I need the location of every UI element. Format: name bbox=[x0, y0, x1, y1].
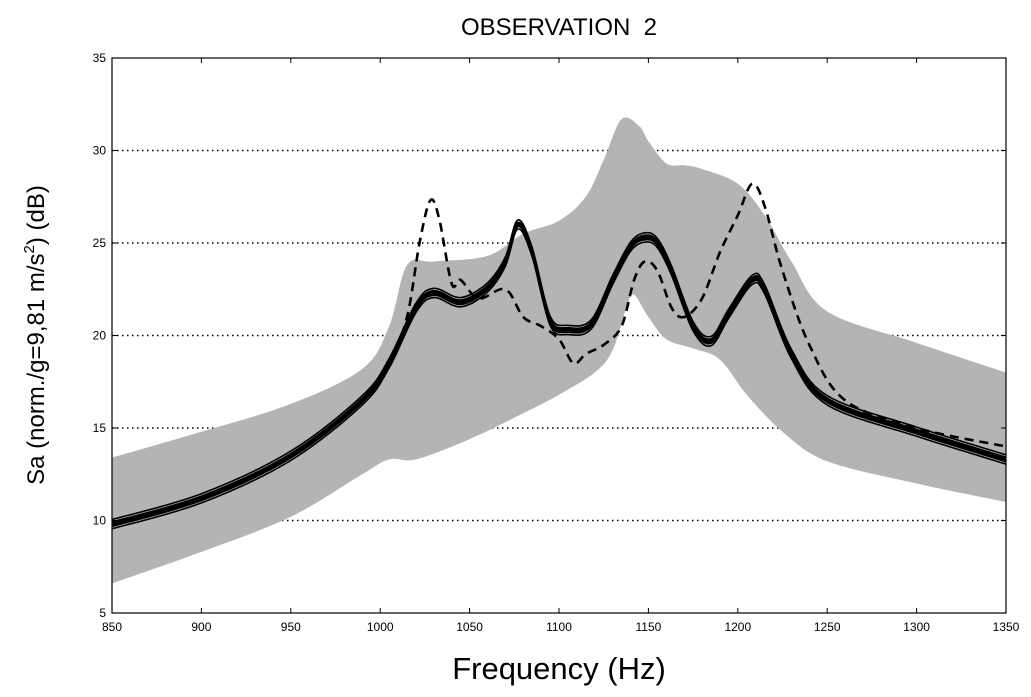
x-tick-label: 1200 bbox=[724, 620, 751, 634]
y-axis-label-prefix: Sa (norm./g=9,81 m/s bbox=[23, 253, 50, 484]
y-axis-ticks: 5 10 15 20 25 30 35 bbox=[93, 51, 1006, 620]
x-tick-label: 1100 bbox=[546, 620, 572, 634]
x-tick-label: 1050 bbox=[456, 620, 483, 634]
x-tick-label: 1300 bbox=[903, 620, 930, 634]
solid-line-bundle bbox=[112, 219, 1006, 530]
dashed-series-line bbox=[112, 182, 1006, 526]
x-tick-label: 850 bbox=[102, 620, 122, 634]
x-tick-label: 1150 bbox=[635, 620, 661, 634]
x-tick-label: 1350 bbox=[993, 620, 1020, 634]
x-tick-label: 950 bbox=[281, 620, 301, 634]
y-tick-label: 25 bbox=[93, 236, 107, 250]
x-tick-label: 1000 bbox=[367, 620, 394, 634]
y-tick-label: 10 bbox=[93, 514, 107, 528]
y-tick-label: 35 bbox=[93, 51, 107, 65]
solid-series-line bbox=[112, 222, 1006, 526]
x-axis-label: Frequency (Hz) bbox=[452, 651, 666, 686]
x-axis-ticks: 850 900 950 1000 1050 1100 1150 1200 1250 1300 135… bbox=[102, 58, 1020, 634]
range-band bbox=[112, 117, 1006, 584]
y-tick-label: 20 bbox=[93, 329, 107, 343]
x-tick-label: 900 bbox=[191, 620, 211, 634]
solid-series-line bbox=[112, 228, 1006, 530]
y-axis-label: Sa (norm./g=9,81 m/s2) (dB) bbox=[21, 185, 50, 485]
y-tick-label: 15 bbox=[93, 421, 107, 435]
y-axis-label-superscript: 2 bbox=[21, 245, 38, 253]
x-tick-label: 1250 bbox=[814, 620, 841, 634]
solid-series-line bbox=[112, 221, 1006, 523]
y-axis-label-suffix: ) (dB) bbox=[23, 185, 50, 245]
chart-title: OBSERVATION 2 bbox=[461, 14, 657, 41]
y-tick-label: 30 bbox=[93, 144, 107, 158]
y-tick-label: 5 bbox=[99, 606, 106, 620]
solid-series-line bbox=[112, 219, 1006, 521]
